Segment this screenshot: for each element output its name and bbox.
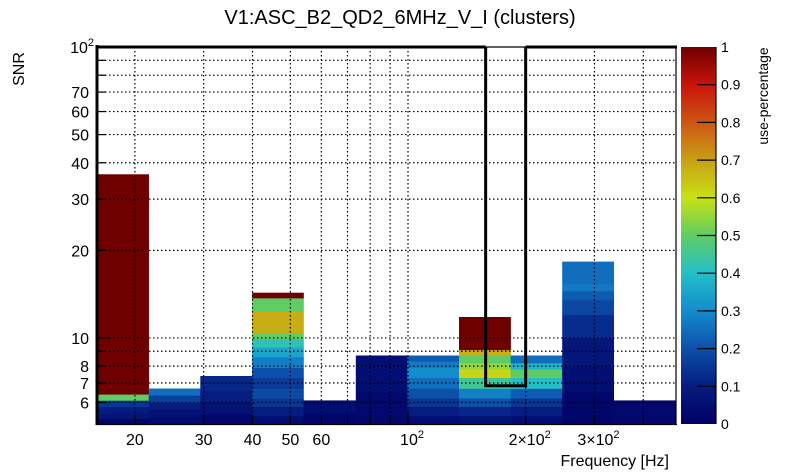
heatmap-cell (252, 357, 304, 368)
heatmap-cell (510, 398, 563, 407)
heatmap-cell (407, 388, 460, 399)
heatmap-cell (148, 409, 201, 418)
colorbar-tick-label: 0.2 (721, 341, 741, 357)
highlight-window-box (484, 47, 528, 388)
heatmap-cell (148, 388, 201, 396)
heatmap-cell (562, 337, 614, 367)
heatmap-cell (148, 402, 201, 410)
chart-title: V1:ASC_B2_QD2_6MHz_V_I (clusters) (224, 7, 575, 29)
y-tick-label: 8 (80, 359, 89, 376)
colorbar-tick-label: 0.7 (721, 152, 741, 168)
x-tick-label: 60 (312, 432, 330, 449)
heatmap-cell (562, 261, 614, 285)
heatmap-cell (200, 390, 253, 403)
heatmap-cell (459, 398, 511, 407)
heatmap-cell (562, 392, 614, 425)
heatmap-cell (407, 415, 460, 425)
heatmap-cell (252, 406, 304, 417)
heatmap-cell (252, 339, 304, 348)
heatmap-cell (97, 412, 149, 419)
heatmap-cell (200, 402, 253, 414)
heatmap-cell (252, 298, 304, 312)
y-tick-label: 20 (71, 243, 89, 260)
heatmap-cell (510, 388, 563, 399)
heatmap-cell (252, 388, 304, 399)
plot-frame (95, 45, 677, 426)
heatmap-cell (252, 347, 304, 358)
heatmap-cell (407, 361, 460, 368)
heatmap-cell (97, 394, 149, 401)
heatmap-cell (562, 300, 614, 316)
heatmap-cell (562, 366, 614, 393)
x-tick-label: 3×102 (577, 429, 619, 449)
heatmap-cells (97, 174, 677, 425)
x-tick-label: 30 (195, 432, 213, 449)
x-tick-label: 2×102 (509, 429, 551, 449)
colorbar-tick-label: 0.4 (721, 265, 741, 281)
heatmap-cell (510, 406, 563, 417)
heatmap-cell (252, 292, 304, 299)
heatmap-cell (459, 415, 511, 425)
colorbar-tick-label: 0.1 (721, 378, 741, 394)
y-tick-label: 40 (71, 156, 89, 173)
x-axis-ticks: 20 30 40 50 60 102 2×102 3×102 (126, 412, 644, 449)
heatmap-cell (252, 415, 304, 425)
colorbar-tick-label: 0.8 (721, 114, 741, 130)
heatmap-cell (97, 174, 149, 395)
y-tick-label: 60 (71, 105, 89, 122)
colorbar-tick-label: 0 (721, 416, 729, 432)
heatmap-cell (252, 333, 304, 340)
y-tick-label: 70 (71, 85, 89, 102)
colorbar: 0 0.1 0.2 0.3 0.4 0.5 0.6 0.7 0.8 0.9 1 (681, 39, 741, 432)
colorbar-tick-label: 0.6 (721, 190, 741, 206)
heatmap-cell (97, 400, 149, 408)
y-tick-label: 50 (71, 128, 89, 145)
y-tick-label: 102 (70, 37, 94, 57)
heatmap-cell (510, 363, 563, 370)
colorbar-tick-label: 0.3 (721, 303, 741, 319)
x-tick-label: 40 (244, 432, 262, 449)
heatmap-cell (407, 355, 460, 362)
heatmap-cell (510, 355, 563, 364)
heatmap-cell (200, 413, 253, 425)
heatmap-cell (355, 392, 408, 425)
heatmap-cell (510, 377, 563, 389)
colorbar-tick-label: 0.5 (721, 228, 741, 244)
y-tick-label: 30 (71, 192, 89, 209)
heatmap-cell (355, 355, 408, 393)
y-axis-ticks: 6 78 10 20 30 40 50 60 70 102 (70, 37, 111, 412)
grid-lines (97, 47, 676, 424)
colorbar-tick-label: 0.9 (721, 77, 741, 93)
heatmap-cell (510, 369, 563, 378)
heatmap-cell (407, 406, 460, 417)
heatmap-cell (562, 284, 614, 292)
highlight-window (484, 47, 528, 388)
heatmap-cell (459, 388, 511, 399)
y-axis-label: SNR (11, 52, 28, 86)
heatmap-cell (510, 415, 563, 425)
heatmap-cell (303, 400, 356, 414)
heatmap-cell (562, 314, 614, 339)
x-axis-label: Frequency [Hz] (561, 453, 669, 470)
x-tick-label: 20 (126, 432, 144, 449)
y-tick-label: 7 (80, 376, 89, 393)
colorbar-label: use-percentage (755, 47, 771, 145)
heatmap-cell (97, 418, 149, 425)
heatmap-cell (97, 406, 149, 413)
heatmap-cell (148, 417, 201, 425)
heatmap-cell (407, 367, 460, 378)
x-tick-label: 102 (400, 429, 424, 449)
heatmap-cell (613, 400, 677, 425)
heatmap-cell (252, 367, 304, 378)
heatmap-cell (459, 406, 511, 417)
heatmap-cell (148, 395, 201, 403)
heatmap-cell (562, 291, 614, 301)
colorbar-tick-label: 1 (721, 39, 729, 55)
heatmap-cell (303, 413, 356, 425)
y-tick-label: 10 (71, 331, 89, 348)
y-tick-label: 6 (80, 395, 89, 412)
heatmap-cell (252, 310, 304, 334)
x-tick-label: 50 (281, 432, 299, 449)
